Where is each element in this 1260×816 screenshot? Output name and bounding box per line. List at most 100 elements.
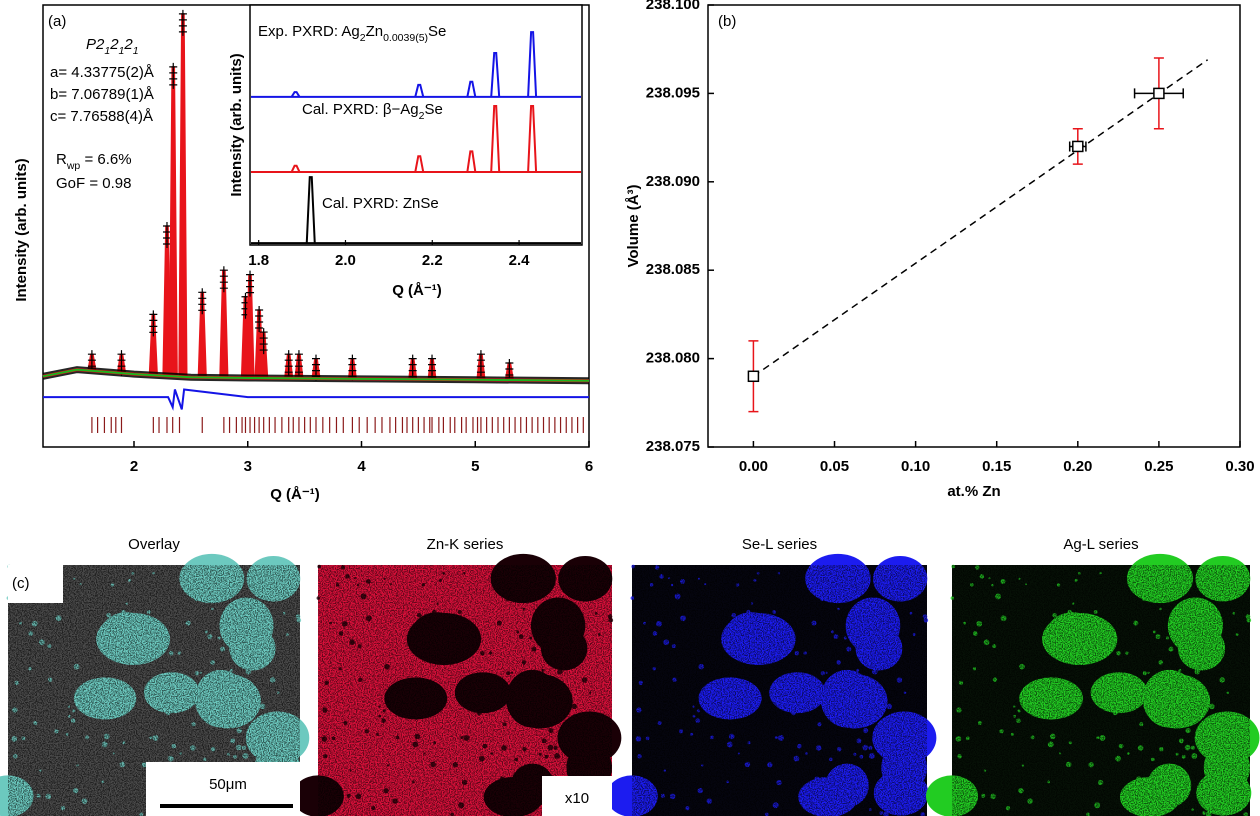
annotation-part: 2 bbox=[109, 36, 119, 53]
x-axis-label: Q (Å⁻¹) bbox=[392, 282, 442, 299]
x-axis-label: Q (Å⁻¹) bbox=[270, 486, 320, 503]
map-title: Zn-K series bbox=[427, 536, 504, 553]
trace-peak bbox=[305, 176, 316, 244]
x-tick-label: 0.20 bbox=[1063, 458, 1092, 475]
element-map bbox=[925, 553, 1260, 816]
x-tick-label: 6 bbox=[585, 458, 593, 475]
annotation-part: wp bbox=[66, 160, 81, 172]
observed-point bbox=[169, 80, 178, 89]
x-tick-label: 2.2 bbox=[422, 252, 443, 269]
observed-point bbox=[476, 368, 485, 377]
annotation-part: c= 7.76588(4)Å bbox=[50, 108, 153, 125]
observed-point bbox=[294, 368, 303, 377]
trace-peak bbox=[490, 105, 501, 173]
map-title: Overlay bbox=[128, 536, 180, 553]
element-map bbox=[292, 553, 622, 816]
magnification-label: x10 bbox=[565, 790, 589, 807]
data-point bbox=[747, 370, 760, 383]
observed-point bbox=[149, 328, 158, 337]
y-axis-label: Volume (Å³) bbox=[625, 184, 642, 267]
annotation-part: R bbox=[56, 151, 67, 168]
observed-point bbox=[178, 27, 187, 36]
background-curve bbox=[42, 368, 590, 382]
observed-point bbox=[198, 306, 207, 315]
trace-peak bbox=[290, 164, 301, 173]
trace-label: Cal. PXRD: β−Ag2Se bbox=[302, 101, 443, 122]
trace-peak bbox=[414, 83, 425, 98]
x-tick-label: 0.00 bbox=[739, 458, 768, 475]
y-tick-label: 238.085 bbox=[646, 261, 700, 278]
scale-bar-label: 50μm bbox=[209, 776, 247, 793]
x-tick-label: 0.10 bbox=[901, 458, 930, 475]
trace-peak bbox=[466, 150, 477, 173]
x-tick-label: 3 bbox=[244, 458, 252, 475]
y-tick-label: 238.080 bbox=[646, 350, 700, 367]
x-tick-label: 0.30 bbox=[1225, 458, 1254, 475]
x-tick-label: 0.15 bbox=[982, 458, 1011, 475]
trace-peak bbox=[527, 31, 538, 97]
x-tick-label: 2 bbox=[130, 458, 138, 475]
x-tick-label: 2.4 bbox=[509, 252, 531, 269]
annotation: Rwp = 6.6% bbox=[56, 151, 132, 172]
annotation-part: a= 4.33775(2)Å bbox=[50, 64, 154, 81]
y-tick-label: 238.095 bbox=[646, 84, 700, 101]
trace-label-part: 2 bbox=[360, 32, 366, 44]
map-texture bbox=[952, 565, 1250, 816]
element-map bbox=[606, 553, 937, 816]
trace-label: Cal. PXRD: ZnSe bbox=[322, 195, 439, 212]
data-point bbox=[1072, 140, 1084, 153]
trace-peak bbox=[290, 91, 301, 98]
data-point bbox=[1153, 87, 1165, 100]
map-title: Se-L series bbox=[742, 536, 817, 553]
map-title: Ag-L series bbox=[1063, 536, 1138, 553]
trace-label-part: Se bbox=[424, 101, 442, 118]
label-backdrop bbox=[8, 565, 63, 603]
inset-frame bbox=[249, 4, 583, 246]
trace-label-part: 0.0039(5) bbox=[383, 32, 428, 44]
x-tick-label: 4 bbox=[357, 458, 366, 475]
fit-line bbox=[752, 59, 1209, 377]
magnification-backdrop bbox=[542, 776, 612, 816]
calc-peak bbox=[168, 66, 178, 377]
y-axis-label: Intensity (arb. units) bbox=[228, 53, 245, 196]
trace-label-part: Cal. PXRD: ZnSe bbox=[322, 195, 439, 212]
trace-label-part: Cal. PXRD: β−Ag bbox=[302, 101, 419, 118]
annotation: c= 7.76588(4)Å bbox=[50, 108, 153, 125]
trace-label-part: Zn bbox=[366, 23, 384, 40]
annotation: P212121 bbox=[86, 36, 139, 57]
observed-point bbox=[255, 323, 264, 332]
y-tick-label: 238.075 bbox=[646, 438, 700, 455]
y-tick-label: 238.090 bbox=[646, 173, 700, 190]
panel-label: (a) bbox=[48, 13, 66, 30]
observed-point bbox=[259, 346, 268, 355]
trace-peak bbox=[466, 80, 477, 98]
annotation: GoF = 0.98 bbox=[56, 175, 131, 192]
y-tick-label: 238.100 bbox=[646, 0, 700, 13]
annotation-part: b= 7.06789(1)Å bbox=[50, 86, 154, 103]
observed-point bbox=[246, 288, 255, 297]
annotation-part: 1 bbox=[104, 45, 110, 57]
annotation-part: 2 bbox=[123, 36, 133, 53]
trace-label: Exp. PXRD: Ag2Zn0.0039(5)Se bbox=[258, 23, 446, 44]
annotation-part: 1 bbox=[119, 45, 125, 57]
trace-label-part: Exp. PXRD: Ag bbox=[258, 23, 360, 40]
difference-curve bbox=[43, 388, 589, 411]
map-texture bbox=[318, 565, 612, 816]
plot-frame bbox=[707, 4, 1241, 448]
map-texture bbox=[632, 565, 927, 816]
panel-label: (b) bbox=[718, 13, 736, 30]
annotation: a= 4.33775(2)Å bbox=[50, 64, 154, 81]
annotation-part: 1 bbox=[133, 45, 139, 57]
trace-peak bbox=[414, 155, 425, 173]
x-tick-label: 0.25 bbox=[1144, 458, 1173, 475]
annotation-part: = 6.6% bbox=[80, 151, 131, 168]
y-axis-label: Intensity (arb. units) bbox=[13, 158, 30, 301]
observed-point bbox=[162, 240, 171, 248]
calc-peak bbox=[178, 13, 188, 378]
trace-peak bbox=[527, 105, 538, 173]
panel-label: (c) bbox=[12, 575, 30, 592]
trace-peak bbox=[490, 52, 501, 97]
annotation-part: P2 bbox=[86, 36, 105, 53]
annotation: b= 7.06789(1)Å bbox=[50, 86, 154, 103]
